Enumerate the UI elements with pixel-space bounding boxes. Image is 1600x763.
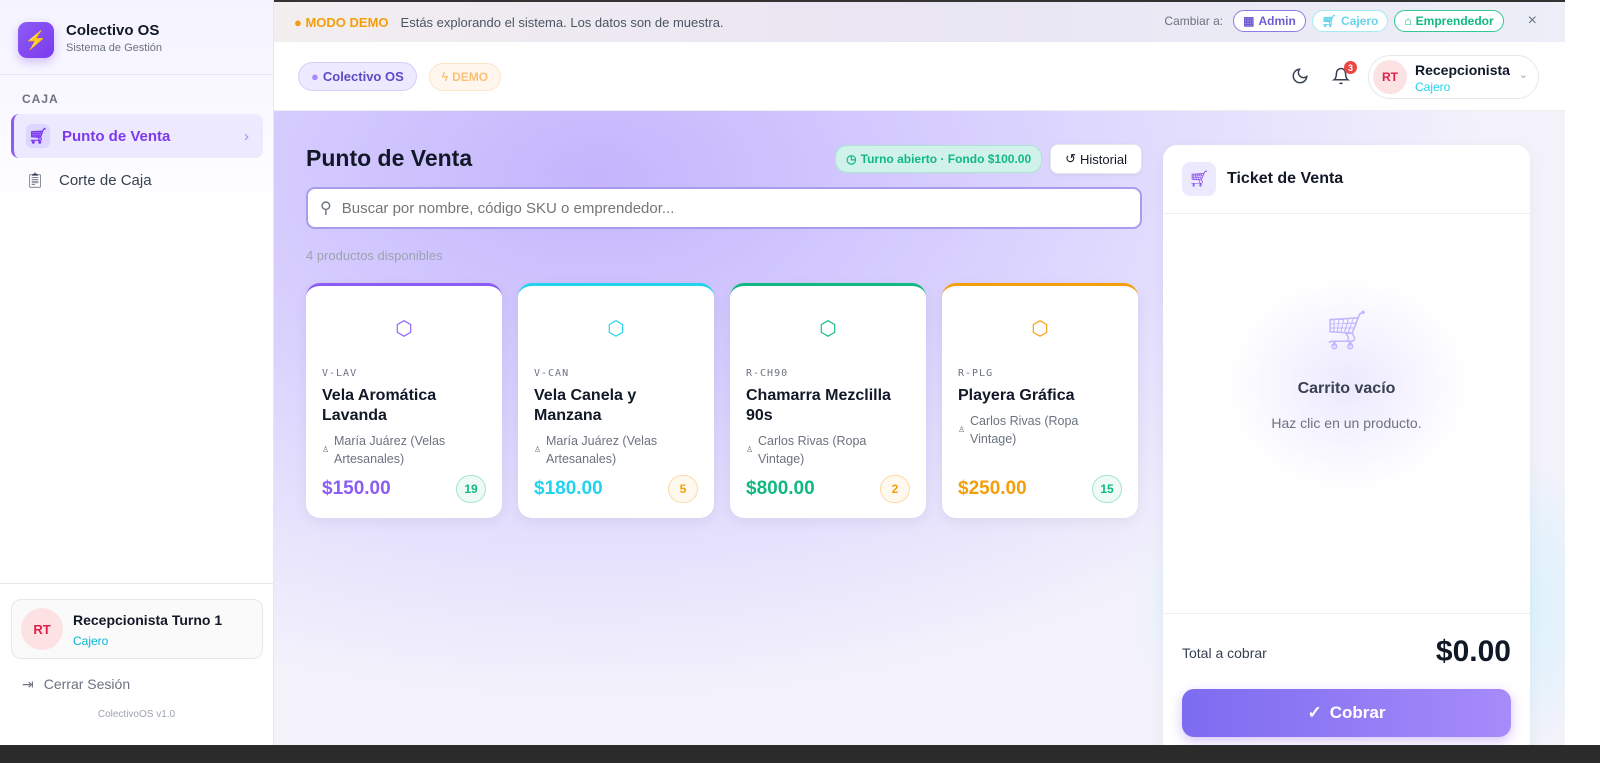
history-icon: ↺ [1065,151,1077,166]
clock-icon: ◷ [846,152,857,166]
bolt-logo-icon: ⚡ [18,22,54,58]
product-sku: R-PLG [958,368,994,379]
user-icon: ♙ [322,445,330,454]
close-icon[interactable]: × [1527,12,1537,29]
logout-button[interactable]: ⇥ Cerrar Sesión [22,676,130,693]
empty-cart-icon: 🛒︎ [1322,310,1371,352]
switch-cajero-button[interactable]: 🛒︎ Cajero [1311,10,1389,32]
box-icon: ⬡ [819,318,837,340]
user-menu[interactable]: RT Recepcionista Cajero ⌄ [1368,55,1539,99]
sidebar-item-punto-de-venta[interactable]: 🛒︎ Punto de Venta › [11,114,263,158]
avatar: RT [21,608,63,650]
brand-name: Colectivo OS [66,22,160,39]
chevron-down-icon: ⌄ [1518,69,1528,81]
grid-icon: ▦ [1243,14,1255,28]
user-role: Cajero [1415,80,1451,94]
switch-label: Cambiar a: [1164,14,1224,28]
dark-mode-toggle-icon[interactable] [1291,67,1309,85]
demo-mode-label: ● MODO DEMO [294,14,389,30]
page-title: Punto de Venta [306,145,473,171]
box-icon: ⬡ [607,318,625,340]
stock-badge: 19 [456,475,486,503]
chevron-right-icon: › [244,127,249,145]
product-sku: V-CAN [534,368,570,379]
user-icon: ♙ [534,445,542,454]
notification-count: 3 [1344,61,1357,74]
empty-cart-hint: Haz clic en un producto. [1271,415,1422,431]
logout-icon: ⇥ [22,676,34,692]
user-icon: ♙ [746,445,754,454]
brand-subtitle: Sistema de Gestión [66,42,162,54]
product-card[interactable]: ⬡ R-CH90 Chamarra Mezclilla 90s ♙ Carlos … [730,283,926,518]
product-sku: V-LAV [322,368,358,379]
top-header: ● Colectivo OS ϟ DEMO 3 RT Recepcionista C… [274,42,1565,111]
sidebar: ⚡ Colectivo OS Sistema de Gestión CAJA 🛒… [0,0,274,745]
sidebar-item-label: Punto de Venta [62,127,171,145]
stock-badge: 2 [880,475,910,503]
total-amount: $0.00 [1435,635,1511,668]
box-icon: ⬡ [395,318,413,340]
demo-badge: ϟ DEMO [428,62,502,91]
product-price: $150.00 [322,478,391,499]
total-label: Total a cobrar [1182,645,1267,661]
product-vendor: ♙ María Juárez (Velas Artesanales) [534,434,658,466]
product-name: Playera Gráfica [958,387,1075,404]
box-icon: ⬡ [1031,318,1049,340]
clipboard-icon: 📋︎ [25,172,45,189]
cart-icon: 🛒︎ [26,124,50,148]
ticket-title: Ticket de Venta [1227,170,1344,187]
cart-icon: 🛒︎ [1182,162,1216,196]
product-name: Chamarra Mezclilla 90s [746,387,891,424]
empty-cart-title: Carrito vacío [1297,380,1396,397]
org-badge: ● Colectivo OS [298,62,417,91]
main-content: Punto de Venta ◷ Turno abierto · Fondo $1… [274,111,1565,745]
history-button[interactable]: ↺ Historial [1050,144,1142,174]
check-circle-icon: ✓ [1307,703,1322,722]
avatar: RT [1373,60,1407,94]
switch-emprendedor-button[interactable]: ⌂ Emprendedor [1394,10,1504,32]
product-name: Vela Canela y Manzana [534,387,637,424]
product-vendor: ♙ Carlos Rivas (Ropa Vintage) [958,414,1079,446]
user-name: Recepcionista Turno 1 [73,612,223,628]
notification-bell-icon[interactable] [1332,67,1350,85]
user-icon: ♙ [958,425,966,434]
product-card[interactable]: ⬡ R-PLG Playera Gráfica ♙ Carlos Rivas (R… [942,283,1138,518]
demo-message: Estás explorando el sistema. Los datos s… [400,14,724,30]
product-price: $250.00 [958,478,1027,499]
product-sku: R-CH90 [746,368,789,379]
product-name: Vela Aromática Lavanda [322,387,437,424]
section-label: CAJA [22,92,59,106]
store-icon: ⌂ [1404,14,1412,28]
product-card[interactable]: ⬡ V-CAN Vela Canela y Manzana ♙ María Juá… [518,283,714,518]
user-card: RT Recepcionista Turno 1 Cajero [11,599,263,659]
sidebar-item-corte-de-caja[interactable]: 📋︎ Corte de Caja [11,158,263,202]
product-vendor: ♙ María Juárez (Velas Artesanales) [322,434,446,466]
charge-button[interactable]: ✓ Cobrar [1182,689,1511,737]
product-price: $180.00 [534,478,603,499]
cart-icon: 🛒︎ [1321,14,1338,28]
ticket-panel: 🛒︎ Ticket de Venta 🛒︎ Carrito vacío Haz … [1163,145,1530,745]
shift-status-badge: ◷ Turno abierto · Fondo $100.00 [835,145,1043,173]
product-vendor: ♙ Carlos Rivas (Ropa Vintage) [746,434,867,466]
search-box[interactable]: ⚲ [306,187,1142,229]
sidebar-item-label: Corte de Caja [59,171,152,189]
demo-banner: ● MODO DEMO Estás explorando el sistema.… [274,0,1565,42]
version: ColectivoOS v1.0 [97,709,176,720]
product-count: 4 productos disponibles [306,248,443,263]
search-input[interactable] [341,199,1122,217]
switch-admin-button[interactable]: ▦ Admin [1233,10,1306,32]
search-icon: ⚲ [320,200,332,217]
user-name: Recepcionista [1415,62,1510,78]
user-role: Cajero [73,634,109,648]
logout-label: Cerrar Sesión [43,676,131,692]
stock-badge: 15 [1092,475,1122,503]
product-card[interactable]: ⬡ V-LAV Vela Aromática Lavanda ♙ María Ju… [306,283,502,518]
stock-badge: 5 [668,475,698,503]
product-price: $800.00 [746,478,815,499]
